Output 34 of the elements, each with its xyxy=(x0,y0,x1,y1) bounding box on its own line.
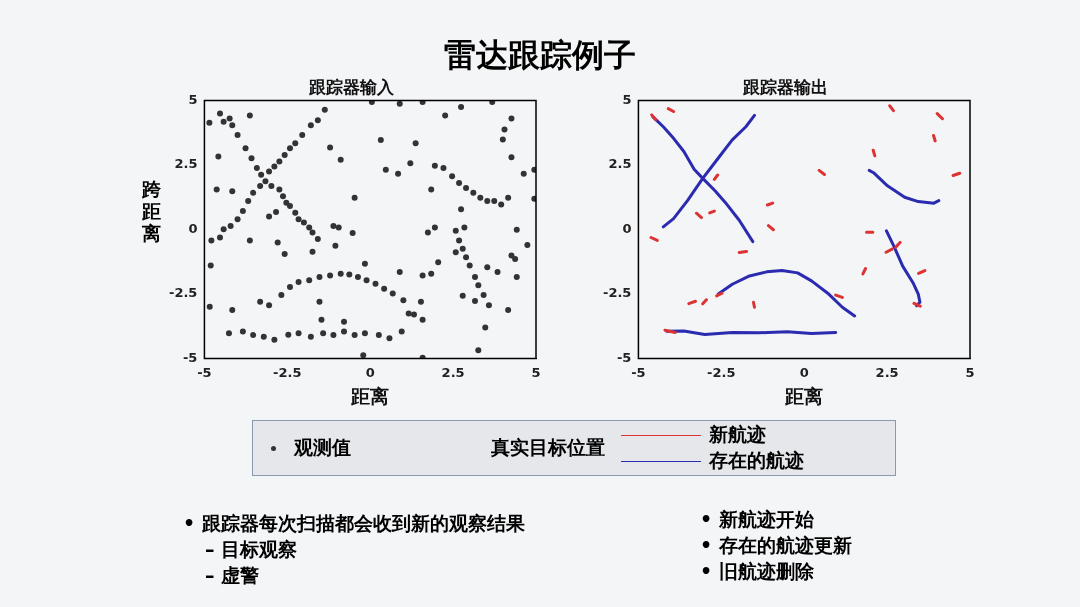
y-tick-label: -2.5 xyxy=(602,285,632,301)
y-tick-label: 5 xyxy=(188,91,198,107)
text: • 跟踪器每次扫描都会收到新的观察结果 xyxy=(183,511,525,536)
x-tick-label: 0 xyxy=(799,364,809,380)
y-tick-label: 5 xyxy=(622,91,632,107)
legend-label: 存在的航迹 xyxy=(709,448,804,473)
text: • 存在的航迹更新 xyxy=(700,533,852,558)
chart-title: 跟踪器输出 xyxy=(741,76,828,97)
text: 雷达跟踪例子 xyxy=(443,35,637,76)
x-axis-title: 距离 xyxy=(784,384,824,407)
x-tick-label: 2.5 xyxy=(875,364,899,380)
x-tick-label: 5 xyxy=(531,364,541,380)
y-tick-label: -5 xyxy=(182,349,198,365)
y-tick-label: 2.5 xyxy=(608,156,632,172)
text: • 新航迹开始 xyxy=(700,507,815,532)
y-tick-label: 2.5 xyxy=(174,156,198,172)
text: – 目标观察 xyxy=(204,537,299,562)
text: • 旧航迹删除 xyxy=(700,559,815,584)
y-tick-label: -5 xyxy=(616,349,632,365)
y-tick-label: -2.5 xyxy=(168,285,198,301)
legend-title: 真实目标位置 xyxy=(491,435,605,460)
x-tick-label: 5 xyxy=(965,364,975,380)
x-tick-label: -2.5 xyxy=(707,364,736,380)
y-axis-title: 跨距离 xyxy=(140,178,162,244)
text: – 虚警 xyxy=(204,563,261,588)
y-tick-label: 0 xyxy=(188,220,198,236)
chart-title: 跟踪器输入 xyxy=(307,76,395,97)
legend-label: 新航迹 xyxy=(709,422,766,447)
legend-label: 观测值 xyxy=(294,435,351,460)
x-tick-label: 2.5 xyxy=(441,364,465,380)
x-tick-label: 0 xyxy=(365,364,375,380)
x-axis-title: 距离 xyxy=(350,384,390,407)
x-tick-label: -2.5 xyxy=(273,364,302,380)
y-tick-label: 0 xyxy=(622,220,632,236)
